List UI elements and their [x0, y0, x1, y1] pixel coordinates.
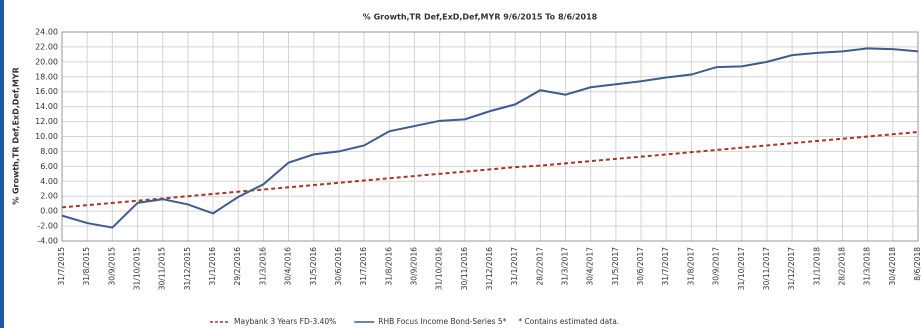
- x-tick-label: 31/5/2017: [611, 247, 620, 286]
- x-tick-label: 31/12/2015: [183, 247, 192, 290]
- x-tick-label: 30/11/2015: [158, 247, 167, 290]
- y-tick-label: 24.00: [35, 28, 58, 37]
- y-tick-label: 2.00: [40, 192, 58, 201]
- y-tick-label: -4.00: [37, 237, 58, 246]
- x-tick-label: 31/8/2017: [686, 247, 695, 286]
- series-line: [61, 131, 919, 209]
- x-tick-label: 31/8/2015: [82, 247, 91, 286]
- y-tick-label: 10.00: [35, 132, 58, 141]
- x-tick-label: 30/6/2017: [636, 247, 645, 286]
- y-tick-label: 4.00: [40, 177, 58, 186]
- x-tick-label: 31/1/2016: [208, 247, 217, 286]
- x-tick-label: 31/7/2017: [661, 247, 670, 286]
- x-tick-label: 31/5/2016: [309, 247, 318, 286]
- legend-label: RHB Focus Income Bond-Series 5*: [378, 317, 506, 326]
- x-tick-label: 31/1/2018: [812, 247, 821, 286]
- y-tick-label: 22.00: [35, 42, 58, 51]
- x-tick-label: 31/10/2017: [737, 247, 746, 290]
- x-tick-label: 31/7/2015: [57, 247, 66, 286]
- series-line: [61, 47, 919, 229]
- x-tick-label: 31/7/2016: [359, 247, 368, 286]
- x-tick-label: 30/11/2016: [460, 247, 469, 290]
- y-tick-label: -2.00: [37, 222, 58, 231]
- y-tick-label: 20.00: [35, 57, 58, 66]
- x-tick-label: 30/6/2016: [334, 247, 343, 286]
- x-tick-label: 31/12/2016: [485, 247, 494, 290]
- x-tick-label: 31/1/2017: [510, 247, 519, 286]
- x-tick-label: 31/3/2018: [863, 247, 872, 286]
- y-tick-label: 14.00: [35, 102, 58, 111]
- y-tick-label: 0.00: [40, 207, 58, 216]
- x-tick-label: 30/4/2017: [586, 247, 595, 286]
- x-tick-label: 31/8/2016: [384, 247, 393, 286]
- x-tick-label: 31/10/2015: [133, 247, 142, 290]
- x-tick-label: 30/4/2018: [888, 247, 897, 286]
- plot-border: [61, 31, 919, 242]
- y-tick-label: 8.00: [40, 147, 58, 156]
- x-tick-label: 29/2/2016: [233, 247, 242, 286]
- x-tick-label: 30/9/2015: [107, 247, 116, 286]
- note: * Contains estimated data.: [518, 317, 619, 326]
- y-tick-label: 12.00: [35, 117, 58, 126]
- x-tick-label: 28/2/2018: [837, 247, 846, 286]
- x-tick-label: 8/6/2018: [913, 247, 921, 281]
- y-axis-label: % Growth,TR Def,ExD,Def,MYR: [12, 67, 21, 205]
- x-tick-label: 28/2/2017: [535, 247, 544, 286]
- y-tick-label: 6.00: [40, 162, 58, 171]
- x-tick-label: 30/9/2016: [409, 247, 418, 286]
- y-tick-label: 16.00: [35, 87, 58, 96]
- x-tick-label: 31/10/2016: [435, 247, 444, 290]
- x-tick-label: 31/12/2017: [787, 247, 796, 290]
- x-tick-label: 30/9/2017: [712, 247, 721, 286]
- x-tick-label: 30/11/2017: [762, 247, 771, 290]
- y-tick-label: 18.00: [35, 72, 58, 81]
- x-tick-label: 31/3/2016: [258, 247, 267, 286]
- x-tick-label: 30/4/2016: [284, 247, 293, 286]
- frame-edge: [0, 0, 4, 328]
- legend-label: Maybank 3 Years FD-3.40%: [234, 317, 336, 326]
- x-tick-label: 31/3/2017: [561, 247, 570, 286]
- chart-title: % Growth,TR Def,ExD,Def,MYR 9/6/2015 To …: [363, 13, 598, 22]
